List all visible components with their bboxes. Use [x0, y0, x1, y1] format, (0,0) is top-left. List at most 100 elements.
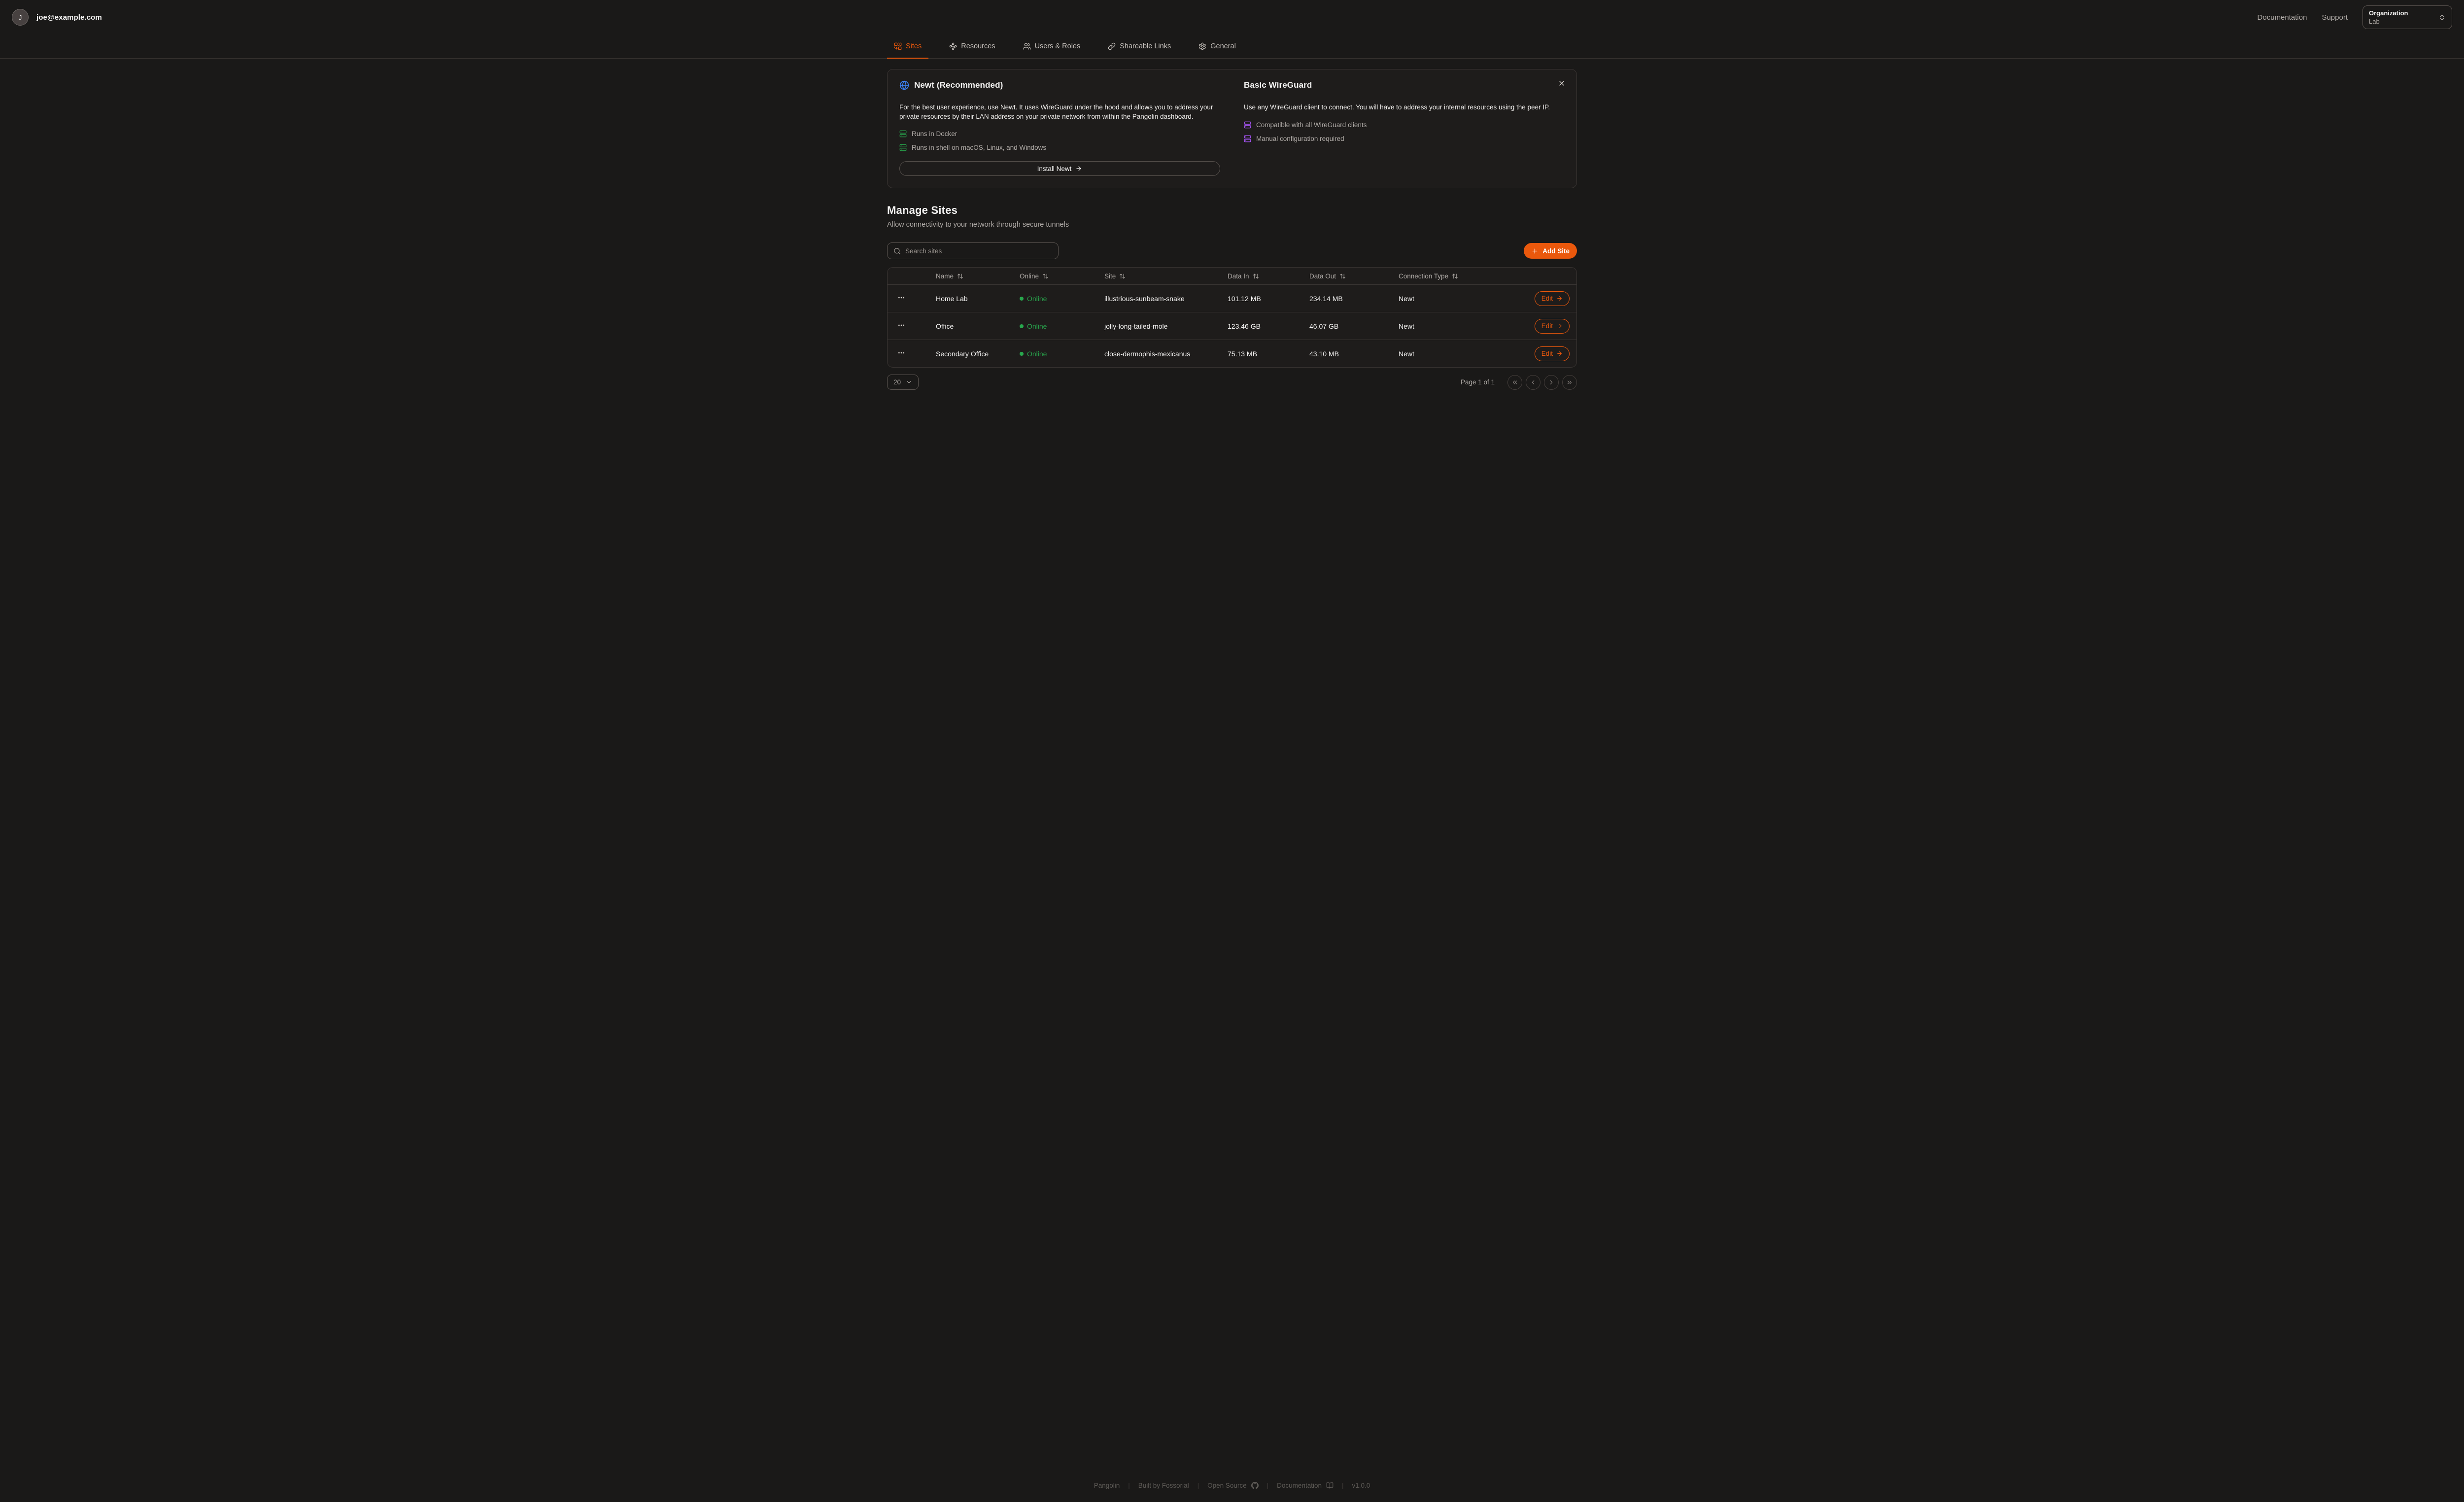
- top-bar: J joe@example.com Documentation Support …: [0, 0, 2464, 34]
- footer-version: v1.0.0: [1352, 1482, 1370, 1489]
- column-header-online[interactable]: Online: [1020, 273, 1104, 280]
- edit-site-button[interactable]: Edit: [1534, 346, 1570, 361]
- column-header-connection-type[interactable]: Connection Type: [1399, 273, 1522, 280]
- tab-label: General: [1210, 42, 1236, 50]
- chevrons-left-icon: [1511, 379, 1518, 386]
- server-icon: [899, 130, 907, 137]
- column-header-data-out[interactable]: Data Out: [1309, 273, 1399, 280]
- documentation-link[interactable]: Documentation: [2257, 13, 2307, 22]
- chevron-left-icon: [1530, 379, 1537, 386]
- search-box[interactable]: [887, 242, 1059, 259]
- data-in-value: 101.12 MB: [1228, 294, 1261, 303]
- add-site-button[interactable]: Add Site: [1524, 243, 1577, 259]
- tab-general[interactable]: General: [1192, 34, 1243, 59]
- sites-toolbar: Add Site: [887, 242, 1577, 259]
- install-newt-label: Install Newt: [1037, 165, 1072, 172]
- sort-icon: [1119, 273, 1126, 279]
- arrow-right-icon: [1556, 323, 1563, 329]
- tab-label: Users & Roles: [1034, 42, 1081, 50]
- feature-text: Runs in shell on macOS, Linux, and Windo…: [912, 144, 1047, 151]
- data-out-value: 234.14 MB: [1309, 294, 1343, 303]
- sort-icon: [1339, 273, 1346, 279]
- column-header-name[interactable]: Name: [936, 273, 1020, 280]
- chevron-down-icon: [906, 379, 912, 385]
- previous-page-button[interactable]: [1526, 375, 1540, 390]
- tab-resources[interactable]: Resources: [942, 34, 1002, 59]
- organization-selector[interactable]: Organization Lab: [2362, 5, 2452, 29]
- connection-type-value: Newt: [1399, 349, 1414, 358]
- settings-gear-icon: [1198, 42, 1206, 50]
- column-header-data-in[interactable]: Data In: [1228, 273, 1309, 280]
- site-slug: jolly-long-tailed-mole: [1104, 322, 1168, 330]
- page-info: Page 1 of 1: [1460, 378, 1495, 386]
- column-header-site[interactable]: Site: [1104, 273, 1228, 280]
- install-newt-button[interactable]: Install Newt: [899, 161, 1220, 176]
- organization-value: Lab: [2369, 18, 2380, 25]
- tab-bar: Sites Resources Users & Roles Shareable …: [0, 34, 2464, 59]
- site-slug: illustrious-sunbeam-snake: [1104, 294, 1185, 303]
- tab-label: Resources: [961, 42, 995, 50]
- add-site-label: Add Site: [1542, 247, 1570, 255]
- site-name: Office: [936, 322, 954, 330]
- footer-open-source-link[interactable]: Open Source: [1207, 1482, 1259, 1489]
- search-icon: [893, 247, 901, 255]
- page-title: Manage Sites: [887, 204, 958, 216]
- first-page-button[interactable]: [1507, 375, 1522, 390]
- newt-description: For the best user experience, use Newt. …: [899, 103, 1213, 120]
- next-page-button[interactable]: [1544, 375, 1559, 390]
- tab-sites[interactable]: Sites: [887, 34, 929, 59]
- table-row: Secondary Office Online close-dermophis-…: [888, 340, 1576, 367]
- wireguard-feature: Manual configuration required: [1244, 135, 1565, 142]
- footer-documentation-link[interactable]: Documentation: [1277, 1482, 1334, 1489]
- arrow-right-icon: [1556, 350, 1563, 357]
- tab-shareable-links[interactable]: Shareable Links: [1101, 34, 1178, 59]
- avatar-initial: J: [18, 13, 22, 21]
- newt-option: Newt (Recommended) For the best user exp…: [899, 80, 1220, 176]
- wireguard-title: Basic WireGuard: [1244, 80, 1312, 90]
- plus-icon: [1531, 247, 1539, 255]
- site-slug: close-dermophis-mexicanus: [1104, 349, 1191, 358]
- tab-users-roles[interactable]: Users & Roles: [1016, 34, 1088, 59]
- table-row: Office Online jolly-long-tailed-mole 123…: [888, 312, 1576, 340]
- row-menu-icon[interactable]: [895, 319, 907, 333]
- footer-built-by-link[interactable]: Built by Fossorial: [1138, 1482, 1189, 1489]
- avatar[interactable]: J: [12, 9, 29, 26]
- edit-site-button[interactable]: Edit: [1534, 291, 1570, 306]
- user-email: joe@example.com: [36, 13, 102, 22]
- status-badge: Online: [1020, 295, 1104, 303]
- row-menu-icon[interactable]: [895, 292, 907, 305]
- connection-type-value: Newt: [1399, 294, 1414, 303]
- arrow-right-icon: [1556, 295, 1563, 302]
- feature-text: Compatible with all WireGuard clients: [1256, 121, 1367, 129]
- user-menu[interactable]: J joe@example.com: [12, 9, 102, 26]
- close-icon[interactable]: [1556, 77, 1568, 91]
- status-badge: Online: [1020, 322, 1104, 330]
- chevrons-up-down-icon: [2438, 14, 2446, 21]
- table-header-row: Name Online Site Data In Data Out Connec…: [888, 268, 1576, 284]
- page-size-select[interactable]: 20: [887, 375, 919, 390]
- search-input[interactable]: [905, 247, 1052, 255]
- sort-icon: [1452, 273, 1458, 279]
- book-open-icon: [1326, 1482, 1334, 1489]
- sort-icon: [957, 273, 963, 279]
- table-row: Home Lab Online illustrious-sunbeam-snak…: [888, 284, 1576, 312]
- last-page-button[interactable]: [1562, 375, 1577, 390]
- organization-label: Organization: [2369, 9, 2408, 17]
- sites-table: Name Online Site Data In Data Out Connec…: [887, 267, 1577, 368]
- waypoints-icon: [949, 42, 957, 50]
- data-out-value: 43.10 MB: [1309, 349, 1339, 358]
- footer-brand: Pangolin: [1094, 1482, 1120, 1489]
- newt-feature: Runs in Docker: [899, 130, 1220, 137]
- manage-sites-section: Manage Sites Allow connectivity to your …: [887, 204, 1577, 229]
- tab-label: Shareable Links: [1120, 42, 1171, 50]
- edit-site-button[interactable]: Edit: [1534, 318, 1570, 334]
- newt-feature: Runs in shell on macOS, Linux, and Windo…: [899, 144, 1220, 151]
- support-link[interactable]: Support: [2322, 13, 2348, 22]
- tab-label: Sites: [906, 42, 922, 50]
- github-icon: [1251, 1482, 1259, 1489]
- row-menu-icon[interactable]: [895, 347, 907, 360]
- site-name: Secondary Office: [936, 349, 989, 358]
- data-in-value: 123.46 GB: [1228, 322, 1261, 330]
- wireguard-option: Basic WireGuard Use any WireGuard client…: [1244, 80, 1565, 176]
- online-dot-icon: [1020, 324, 1024, 328]
